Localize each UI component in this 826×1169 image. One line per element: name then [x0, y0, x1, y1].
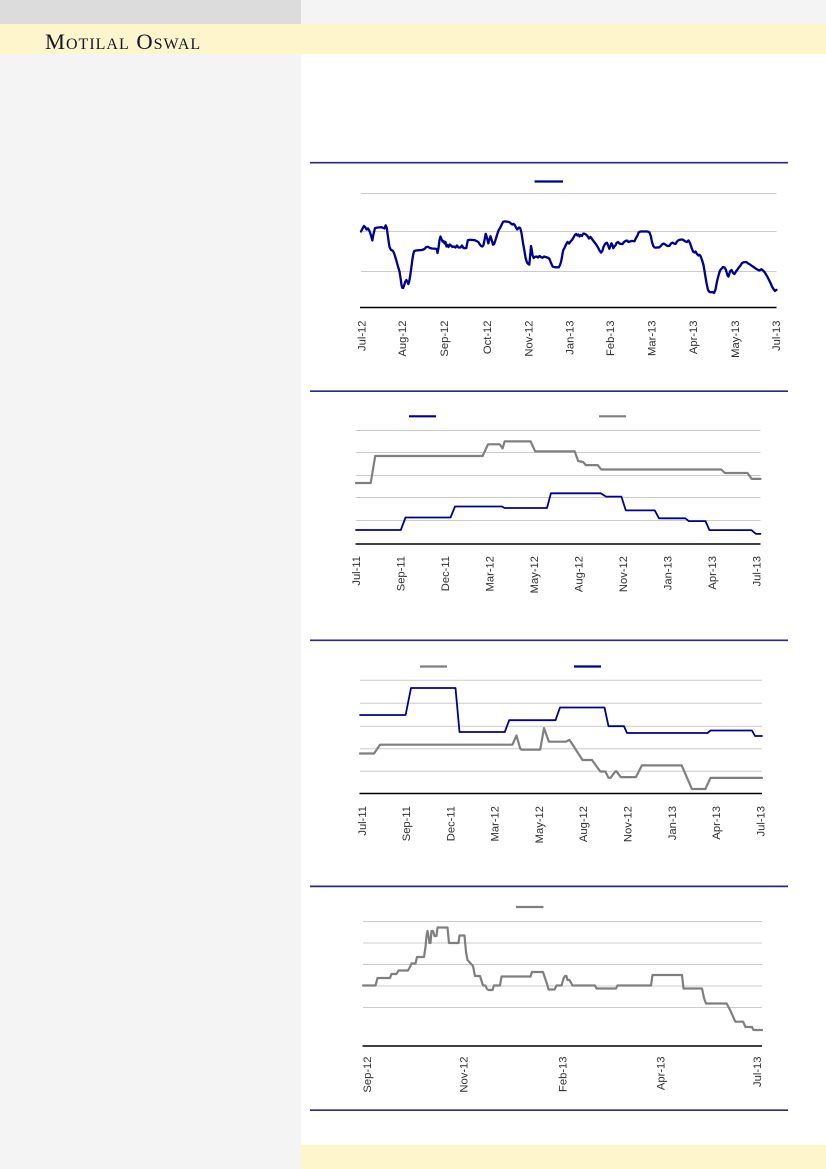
svg-text:Feb-13: Feb-13 — [558, 1057, 570, 1092]
svg-text:Nov-12: Nov-12 — [623, 806, 635, 842]
svg-text:Sep-11: Sep-11 — [396, 556, 408, 591]
svg-text:Jan-13: Jan-13 — [565, 321, 577, 355]
svg-text:Dec-11: Dec-11 — [440, 556, 452, 591]
svg-text:Apr-13: Apr-13 — [688, 321, 700, 355]
svg-text:Apr-13: Apr-13 — [707, 556, 719, 590]
svg-text:Jan-13: Jan-13 — [663, 556, 675, 590]
svg-text:Sep-12: Sep-12 — [439, 321, 451, 357]
svg-text:Aug-12: Aug-12 — [397, 321, 409, 357]
svg-text:Jul-13: Jul-13 — [755, 806, 767, 836]
svg-text:Sep-11: Sep-11 — [401, 806, 413, 841]
svg-text:Nov-12: Nov-12 — [459, 1057, 471, 1093]
svg-text:Feb-13: Feb-13 — [605, 321, 617, 356]
svg-text:Dec-11: Dec-11 — [445, 806, 457, 841]
svg-text:Jul-12: Jul-12 — [357, 321, 369, 351]
svg-text:Apr-13: Apr-13 — [711, 806, 723, 840]
svg-text:Jul-11: Jul-11 — [357, 806, 369, 836]
svg-text:May-13: May-13 — [730, 321, 742, 358]
svg-text:Jan-13: Jan-13 — [667, 806, 679, 840]
svg-text:Jul-13: Jul-13 — [752, 556, 764, 586]
svg-text:Jul-13: Jul-13 — [771, 321, 783, 351]
svg-text:Sep-12: Sep-12 — [362, 1057, 374, 1093]
svg-text:Nov-12: Nov-12 — [618, 556, 630, 592]
svg-text:May-12: May-12 — [534, 806, 546, 843]
svg-text:Aug-12: Aug-12 — [578, 806, 590, 842]
svg-text:May-12: May-12 — [529, 556, 541, 593]
svg-text:Nov-12: Nov-12 — [524, 321, 536, 357]
svg-text:Aug-12: Aug-12 — [574, 556, 586, 592]
svg-text:Jul-11: Jul-11 — [351, 556, 363, 586]
svg-text:Jul-13: Jul-13 — [752, 1057, 764, 1087]
svg-text:Mar-12: Mar-12 — [490, 806, 502, 841]
svg-text:Mar-12: Mar-12 — [485, 556, 497, 591]
svg-text:Apr-13: Apr-13 — [656, 1057, 668, 1091]
svg-text:Oct-12: Oct-12 — [482, 321, 494, 355]
svg-text:Mar-13: Mar-13 — [647, 321, 659, 356]
